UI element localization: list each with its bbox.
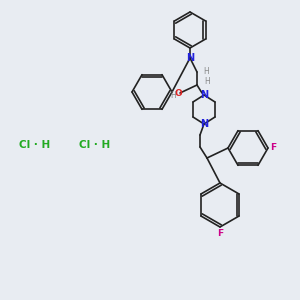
Text: H: H [203,68,209,76]
Text: H: H [170,92,176,100]
Text: F: F [270,143,276,152]
Text: H: H [204,77,210,86]
Text: N: N [200,119,208,129]
Text: N: N [186,53,194,63]
Text: F: F [217,229,223,238]
Text: O: O [174,88,182,98]
Text: Cl · H: Cl · H [80,140,111,150]
Text: N: N [200,90,208,100]
Text: Cl · H: Cl · H [20,140,51,150]
